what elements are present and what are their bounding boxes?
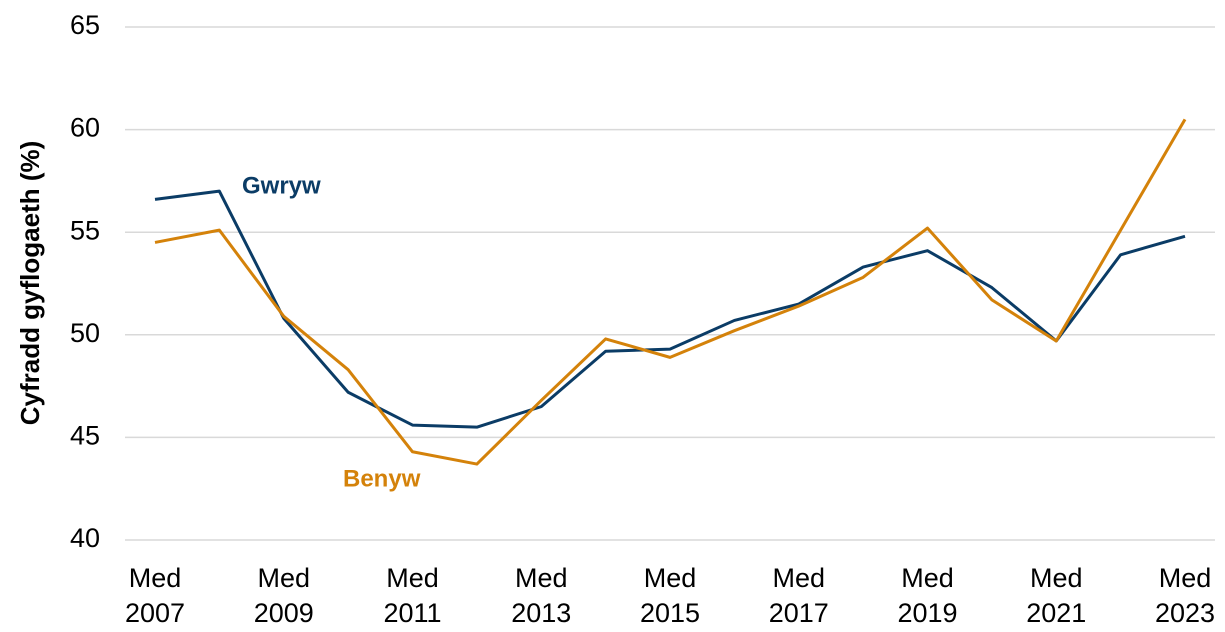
y-tick-label: 55: [70, 215, 100, 245]
x-tick-label-line: Med: [515, 563, 568, 593]
x-tick-label: Med 2009: [254, 563, 314, 627]
x-tick-label-line: Med: [901, 563, 954, 593]
x-tick-label: Med 2021: [1026, 563, 1086, 627]
x-tick-label-line: 2011: [383, 598, 441, 627]
x-tick-label-line: 2019: [897, 598, 957, 627]
series-line: [154, 118, 1187, 466]
x-tick-label-line: 2017: [769, 598, 829, 627]
x-tick-label-line: 2013: [511, 598, 571, 627]
x-tick-label: Med 2019: [897, 563, 957, 627]
x-tick-label: Med 2013: [511, 563, 571, 627]
x-tick-label: Med 2011: [383, 563, 441, 627]
x-tick-label-line: 2023: [1155, 598, 1215, 627]
x-tick-label: Med 2023: [1155, 563, 1215, 627]
x-tick-label-line: 2009: [254, 598, 314, 627]
x-tick-label-line: Med: [129, 563, 182, 593]
series-label: Gwryw: [242, 172, 321, 199]
x-tick-label-line: Med: [772, 563, 825, 593]
x-tick-label-line: Med: [386, 563, 439, 593]
y-tick-label: 60: [70, 113, 100, 143]
y-tick-label: 50: [70, 318, 100, 348]
y-axis-label: Cyfradd gyflogaeth (%): [15, 141, 45, 426]
series-label: Benyw: [343, 465, 421, 492]
x-tick-label-line: Med: [257, 563, 310, 593]
series-line: [154, 189, 1186, 429]
x-tick-label: Med 2007: [125, 563, 185, 627]
x-tick-label-line: Med: [1030, 563, 1083, 593]
x-tick-label-line: 2015: [640, 598, 700, 627]
x-tick-label-line: 2021: [1026, 598, 1086, 627]
y-tick-label: 65: [70, 10, 100, 40]
y-tick-label: 45: [70, 421, 100, 451]
x-tick-label: Med 2017: [769, 563, 829, 627]
x-tick-label: Med 2015: [640, 563, 700, 627]
x-tick-label-line: 2007: [125, 598, 185, 627]
x-tick-label-line: Med: [1159, 563, 1212, 593]
x-tick-label-line: Med: [644, 563, 697, 593]
y-tick-label: 40: [70, 523, 100, 553]
